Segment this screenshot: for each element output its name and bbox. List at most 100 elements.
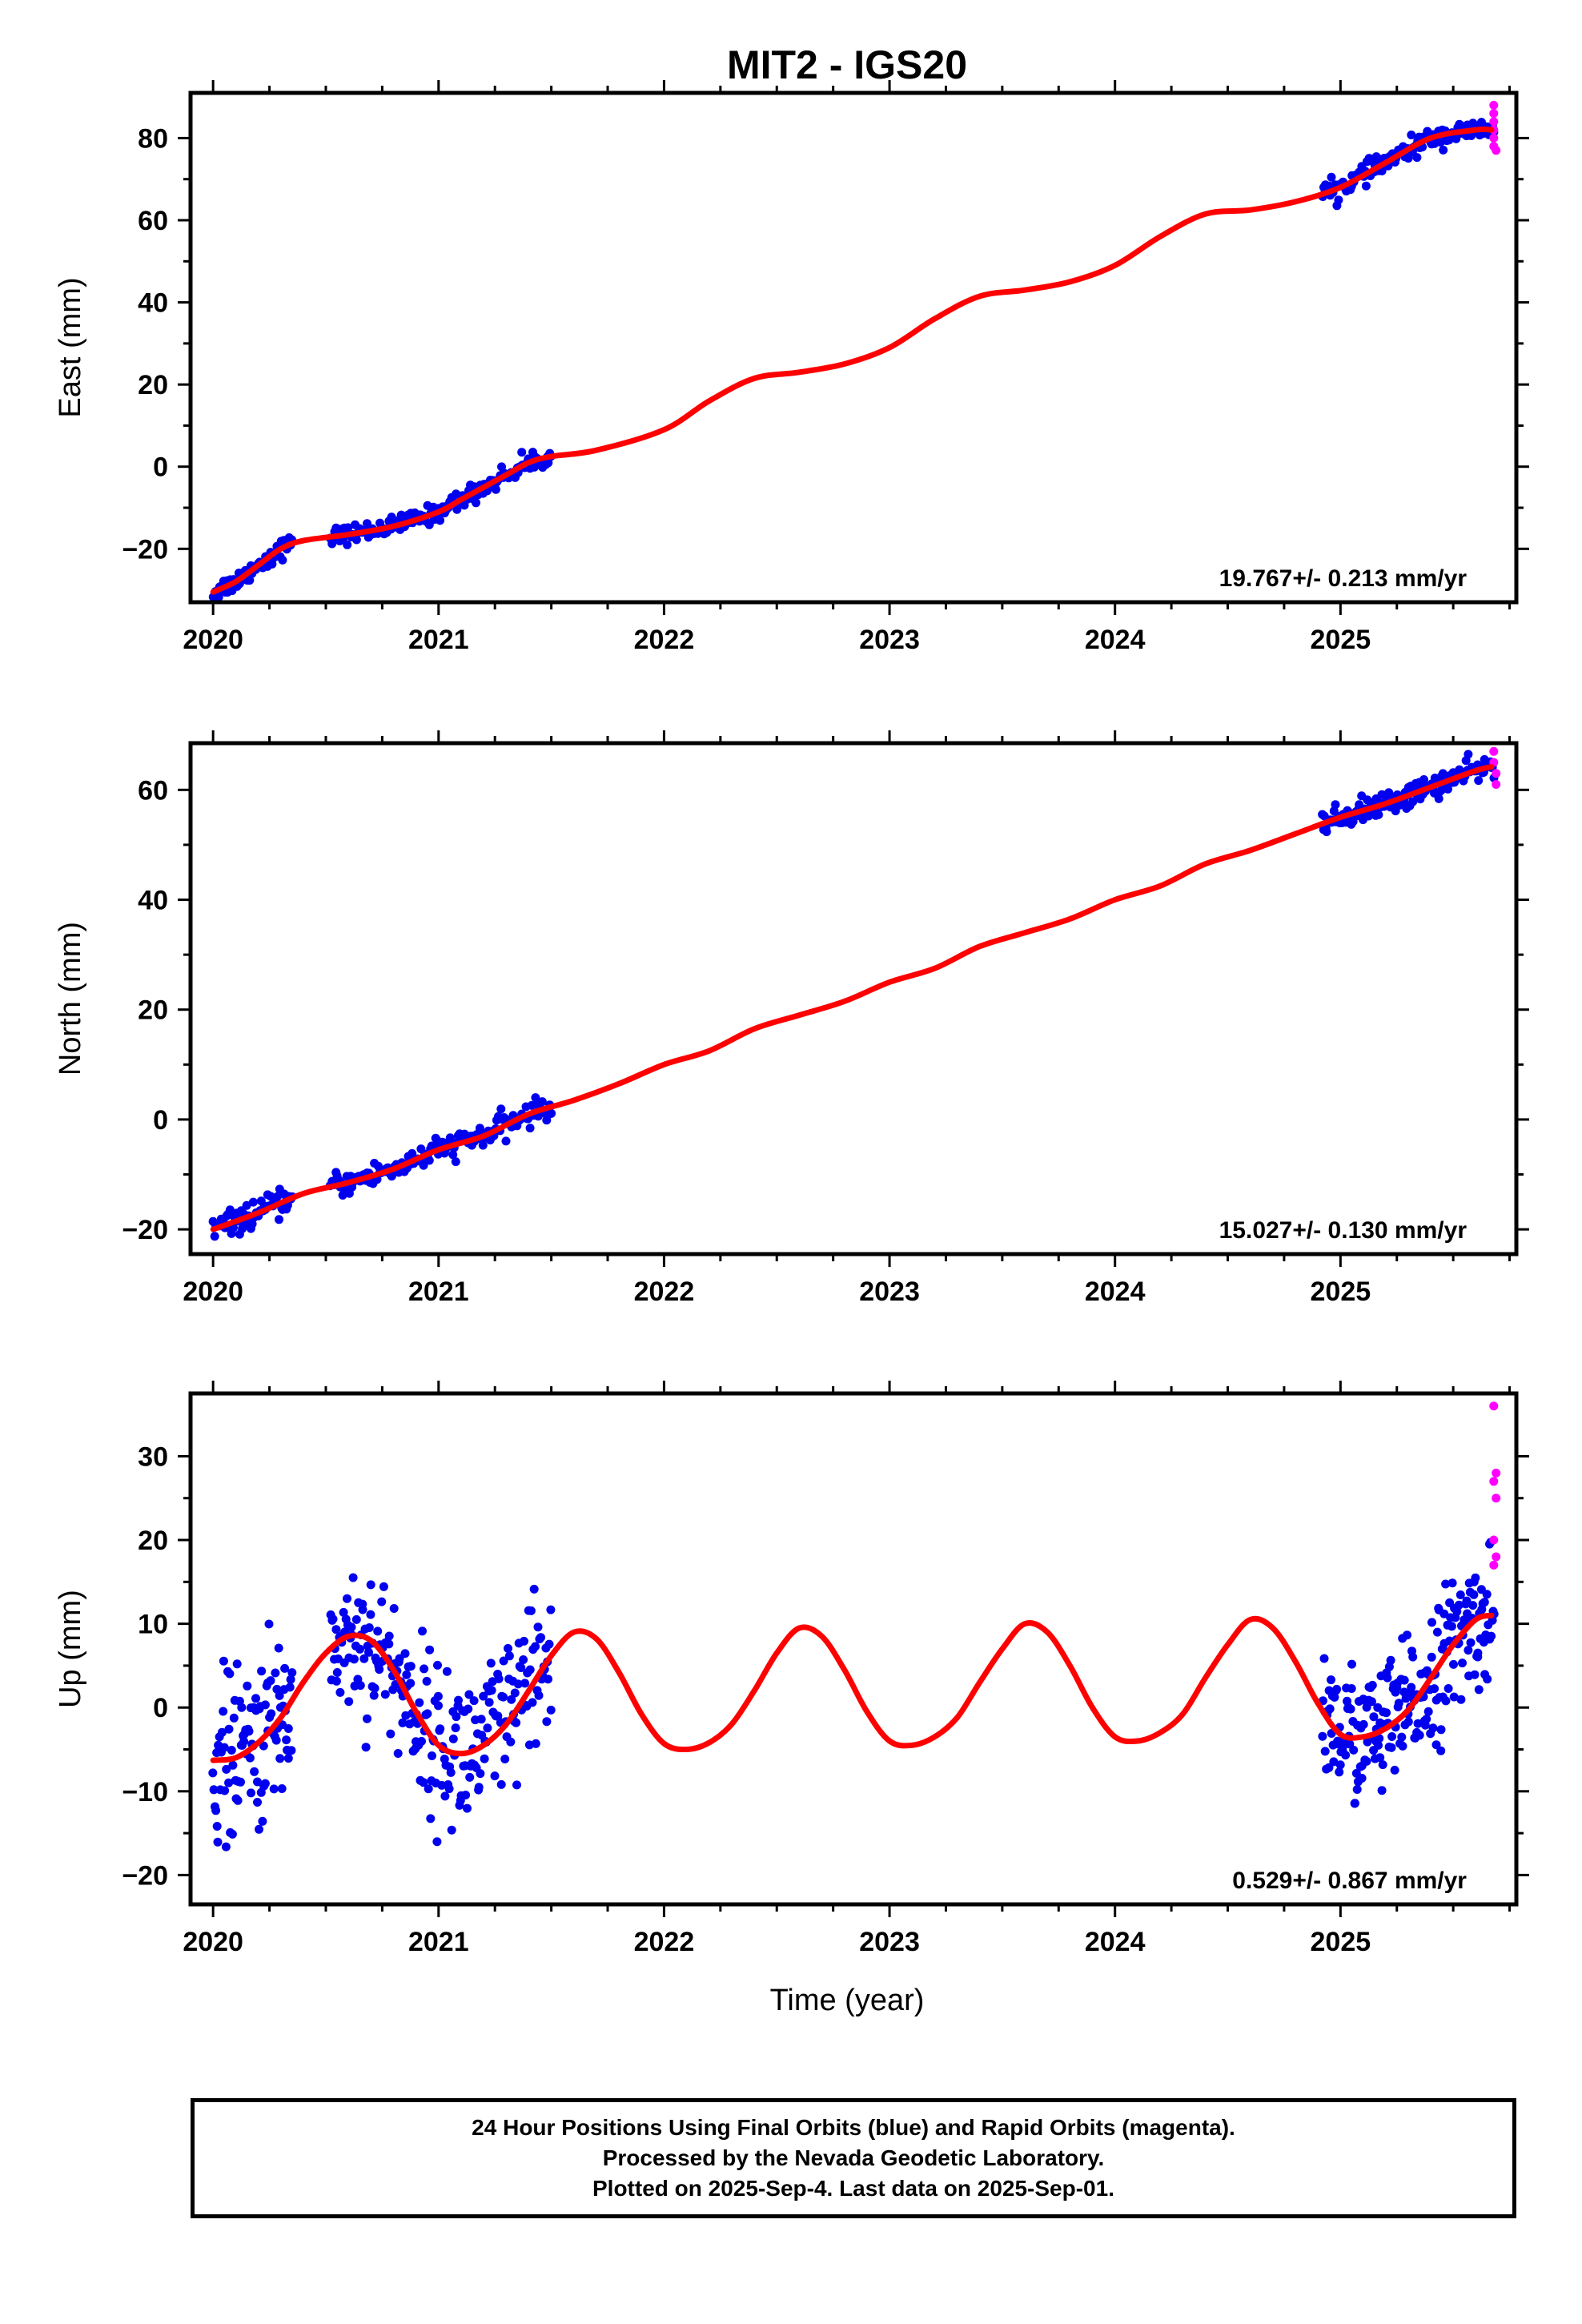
final-orbit-point xyxy=(269,1784,279,1794)
final-orbit-point xyxy=(513,1679,523,1689)
final-orbit-point xyxy=(344,1697,354,1707)
final-orbit-point xyxy=(1460,1616,1470,1626)
final-orbit-point xyxy=(504,1651,514,1661)
final-orbit-point xyxy=(531,1642,540,1651)
y-tick-label: 40 xyxy=(138,288,168,319)
x-axis-label: Time (year) xyxy=(770,1984,925,2017)
final-orbit-point xyxy=(393,1749,403,1758)
final-orbit-point xyxy=(486,1659,496,1668)
final-orbit-point xyxy=(247,1219,257,1228)
final-orbit-point xyxy=(373,1626,383,1636)
final-orbit-point xyxy=(448,1734,458,1743)
final-orbit-point xyxy=(1439,145,1448,155)
final-orbit-point xyxy=(232,1659,242,1669)
final-orbit-point xyxy=(501,1136,511,1146)
final-orbit-point xyxy=(1329,1757,1339,1767)
final-orbit-point xyxy=(1325,1704,1335,1714)
up-y-axis-label: Up (mm) xyxy=(54,1590,87,1708)
final-orbit-point xyxy=(452,489,461,499)
final-orbit-point xyxy=(446,1767,456,1777)
final-orbit-point xyxy=(432,1837,442,1847)
footer-note: 24 Hour Positions Using Final Orbits (bl… xyxy=(191,2098,1516,2218)
final-orbit-point xyxy=(1320,1747,1330,1756)
final-orbit-point xyxy=(478,1140,488,1150)
final-orbit-point xyxy=(227,1746,236,1755)
final-orbit-point xyxy=(331,1676,341,1686)
up-model-curve xyxy=(210,1612,1495,1763)
x-tick-label: 2022 xyxy=(634,625,695,655)
final-orbit-point xyxy=(1473,1648,1483,1658)
final-orbit-point xyxy=(1367,1680,1377,1690)
rapid-orbit-point xyxy=(1492,769,1501,778)
y-tick-label: −20 xyxy=(122,1215,168,1245)
final-orbit-point xyxy=(287,1668,297,1678)
final-orbit-point xyxy=(267,1709,276,1719)
final-orbit-point xyxy=(275,1215,283,1224)
final-orbit-point xyxy=(260,1700,270,1710)
final-orbit-point xyxy=(244,1727,254,1736)
final-orbit-point xyxy=(1331,800,1340,810)
final-orbit-point xyxy=(476,1715,486,1724)
final-orbit-point xyxy=(494,1674,504,1683)
final-orbit-point xyxy=(420,1664,429,1674)
final-orbit-point xyxy=(386,1729,396,1739)
final-orbit-point xyxy=(419,1160,428,1170)
final-orbit-point xyxy=(343,540,352,549)
final-orbit-point xyxy=(220,1786,230,1795)
final-orbit-point xyxy=(402,1670,412,1679)
final-orbit-point xyxy=(277,1784,287,1793)
final-orbit-point xyxy=(1375,1734,1384,1743)
final-orbit-point xyxy=(1427,1618,1436,1627)
final-orbit-point xyxy=(1447,1622,1456,1631)
final-orbit-point xyxy=(1415,1731,1424,1740)
rapid-orbit-point xyxy=(1489,1401,1499,1411)
final-orbit-point xyxy=(398,1718,408,1727)
final-orbit-point xyxy=(531,1093,540,1103)
y-tick-label: 10 xyxy=(138,1610,168,1640)
final-orbit-point xyxy=(1362,1703,1371,1712)
final-orbit-point xyxy=(1468,1601,1478,1610)
final-orbit-point xyxy=(224,1778,234,1787)
final-orbit-point xyxy=(1359,1719,1368,1729)
final-orbit-point xyxy=(406,1679,416,1688)
final-orbit-point xyxy=(1386,1655,1395,1665)
final-orbit-point xyxy=(332,1668,342,1677)
final-orbit-point xyxy=(1361,181,1371,191)
final-orbit-point xyxy=(227,1829,237,1839)
final-orbit-point xyxy=(1330,1692,1339,1702)
panels: 2020 2021 2022 2023 2024 2025−20020406080East… xyxy=(54,80,1529,1957)
final-orbit-point xyxy=(1407,131,1416,139)
final-orbit-point xyxy=(476,1769,485,1779)
final-orbit-point xyxy=(528,1698,537,1707)
final-orbit-point xyxy=(1327,1675,1335,1685)
final-orbit-point xyxy=(1428,1723,1438,1733)
east-y-axis-label: East (mm) xyxy=(54,277,87,417)
final-orbit-point xyxy=(287,1746,296,1755)
final-orbit-point xyxy=(516,1663,526,1672)
final-orbit-point xyxy=(211,1806,221,1815)
x-tick-label: 2020 xyxy=(183,625,243,655)
final-orbit-point xyxy=(1422,1715,1431,1724)
final-orbit-point xyxy=(444,1784,454,1794)
y-tick-label: 0 xyxy=(153,1105,168,1136)
final-orbit-point xyxy=(1377,1786,1387,1795)
final-orbit-point xyxy=(217,1727,227,1737)
y-tick-label: 40 xyxy=(138,886,168,916)
north-y-axis-label: North (mm) xyxy=(54,922,87,1076)
final-orbit-point xyxy=(243,1681,252,1691)
final-orbit-point xyxy=(544,1639,554,1649)
final-orbit-point xyxy=(1374,1740,1383,1750)
final-orbit-point xyxy=(1456,1590,1465,1599)
final-orbit-point xyxy=(474,1783,484,1792)
final-orbit-point xyxy=(210,1232,219,1241)
final-orbit-point xyxy=(1470,1670,1480,1679)
final-orbit-point xyxy=(1430,1684,1439,1694)
final-orbit-point xyxy=(496,1779,506,1789)
x-tick-label: 2024 xyxy=(1085,1927,1146,1957)
rapid-orbit-point xyxy=(1492,146,1501,155)
final-orbit-point xyxy=(348,1573,358,1582)
x-tick-label: 2024 xyxy=(1085,625,1146,655)
final-orbit-point xyxy=(1412,153,1422,163)
final-orbit-point xyxy=(1431,1740,1441,1750)
final-orbit-point xyxy=(425,1645,435,1655)
